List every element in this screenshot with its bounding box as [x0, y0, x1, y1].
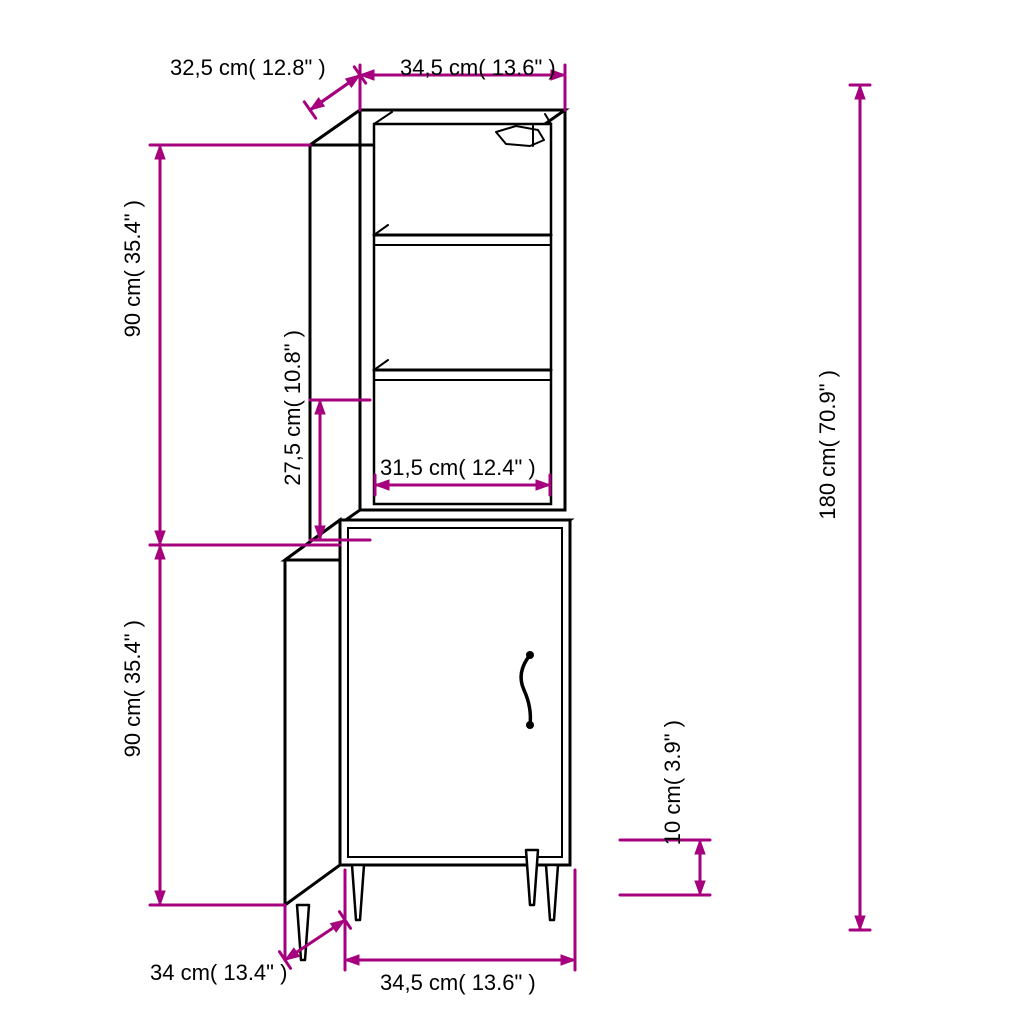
diagram-svg: [0, 0, 1024, 1024]
dim-label-depth_top: 32,5 cm( 12.8" ): [170, 55, 326, 81]
dim-label-leg_h_l: 10 cm( 3.9" ): [660, 720, 686, 845]
dim-label-upper_h_line: 90 cm( 35.4" ): [120, 200, 146, 337]
diagram-stage: 32,5 cm( 12.8" ) 34,5 cm( 13.6" ) 90 cm( 3…: [0, 0, 1024, 1024]
dim-label-total_h_l: 180 cm( 70.9" ): [815, 370, 841, 520]
dim-label-width_bot_l: 34,5 cm( 13.6" ): [380, 970, 536, 996]
dim-label-depth_bot_l: 34 cm( 13.4" ): [150, 960, 287, 986]
dim-label-lower_h_line: 90 cm( 35.4" ): [120, 620, 146, 757]
dim-label-inner_w_l: 31,5 cm( 12.4" ): [380, 455, 536, 481]
dim-label-shelf_gap_l: 27,5 cm( 10.8" ): [280, 330, 306, 486]
dim-label-width_top: 34,5 cm( 13.6" ): [400, 55, 556, 81]
